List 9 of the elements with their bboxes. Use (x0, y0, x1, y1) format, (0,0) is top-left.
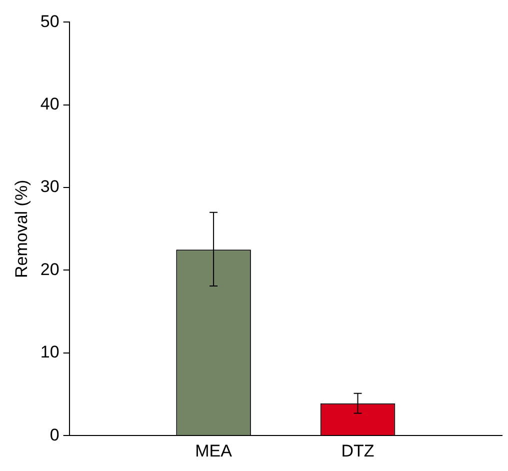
y-axis-title: Removal (%) (12, 180, 31, 278)
y-tick-label: 20 (40, 260, 60, 279)
y-tick-label: 10 (40, 342, 60, 362)
y-tick-label: 50 (40, 12, 60, 31)
x-tick-label: MEA (195, 441, 233, 460)
y-tick-label: 0 (50, 425, 60, 444)
x-tick-label: DTZ (341, 441, 374, 460)
y-tick-label: 30 (40, 177, 60, 196)
y-tick-label: 40 (40, 94, 60, 114)
